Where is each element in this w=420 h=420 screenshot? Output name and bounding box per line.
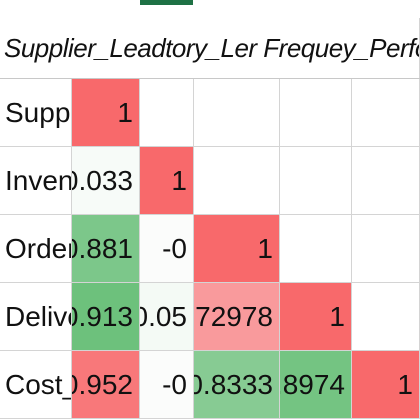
correlation-cell[interactable] [140,79,194,147]
correlation-cell[interactable]: -0.8333 [194,351,280,419]
row-label-cell[interactable]: Delivery [0,283,72,351]
correlation-cell[interactable] [352,215,420,283]
correlation-cell[interactable] [352,79,420,147]
active-column-indicator [140,0,193,5]
table-row: Supplie1 [0,79,420,147]
correlation-cell[interactable]: 0.952 [72,351,140,419]
correlation-cell[interactable]: -0.913 [72,283,140,351]
correlation-cell[interactable]: 0.72978 [194,283,280,351]
row-label-cell[interactable]: Invento [0,147,72,215]
correlation-cell[interactable] [280,215,352,283]
correlation-cell[interactable] [352,283,420,351]
row-label-cell[interactable]: Order_F [0,215,72,283]
correlation-cell[interactable] [194,79,280,147]
correlation-cell[interactable]: -0 [140,351,194,419]
table-row: Order_F-0.881-01 [0,215,420,283]
correlation-cell[interactable] [352,147,420,215]
correlation-cell[interactable]: -0 [140,215,194,283]
header-cell[interactable]: Supplier_Leadtory_Ler Frequey_Perfor: Pe… [0,18,420,78]
correlation-cell[interactable] [280,79,352,147]
correlation-cell[interactable]: -0.881 [72,215,140,283]
correlation-cell[interactable]: -0.8974 [280,351,352,419]
header-text: Supplier_Leadtory_Ler Frequey_Perfor: Pe… [4,32,419,63]
correlation-cell[interactable]: 1 [140,147,194,215]
correlation-cell[interactable] [194,147,280,215]
correlation-cell[interactable]: 1 [352,351,420,419]
row-label-cell[interactable]: Cost_Pe [0,351,72,419]
correlation-cell[interactable]: 0.05 [140,283,194,351]
row-label-cell[interactable]: Supplie [0,79,72,147]
correlation-cell[interactable] [280,147,352,215]
header-row: Supplier_Leadtory_Ler Frequey_Perfor: Pe… [0,18,420,79]
correlation-cell[interactable]: 1 [194,215,280,283]
correlation-cell[interactable]: 0.033 [72,147,140,215]
correlation-cell[interactable]: 1 [280,283,352,351]
correlation-cell[interactable]: 1 [72,79,140,147]
